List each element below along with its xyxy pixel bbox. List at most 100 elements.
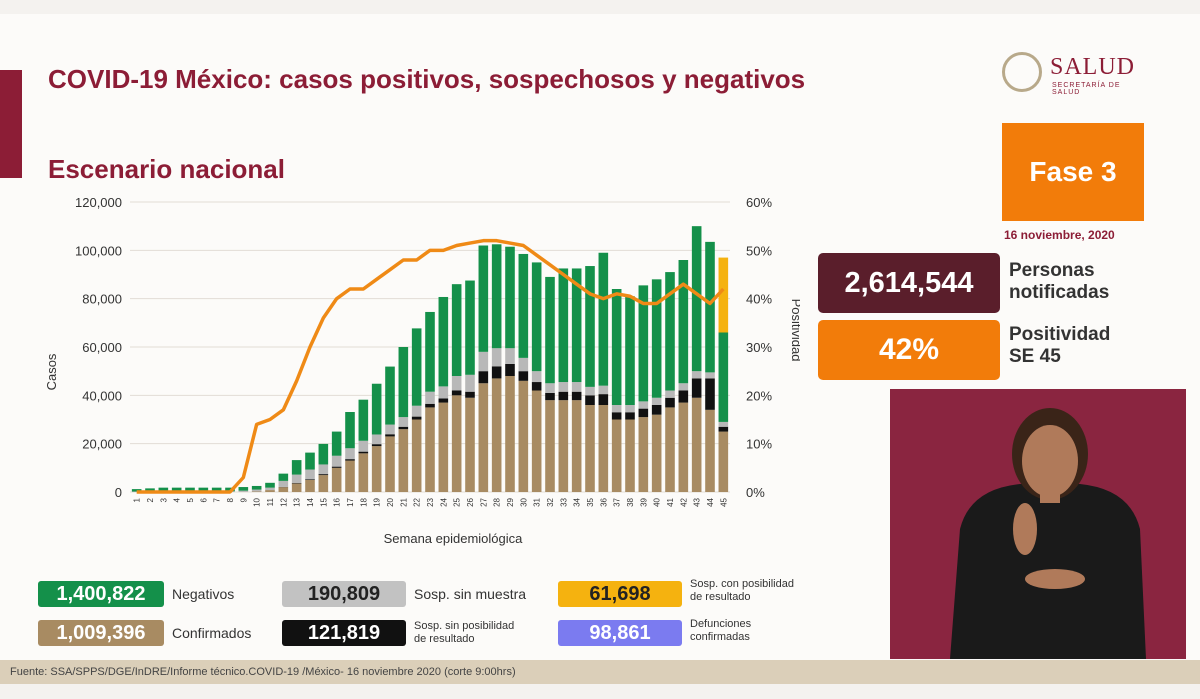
bar-segment — [358, 399, 369, 441]
x-tick-label: 43 — [693, 497, 702, 506]
bar-segment — [411, 419, 422, 492]
bar-segment — [518, 357, 529, 372]
bar-segment — [345, 412, 355, 449]
x-tick-label: 39 — [639, 497, 648, 506]
sosp-sin-pos-value: 121,819 — [282, 620, 406, 646]
report-date: 16 noviembre, 2020 — [1004, 228, 1115, 242]
bar-segment — [611, 412, 622, 420]
bar-segment — [398, 347, 409, 418]
bar-segment — [398, 417, 409, 427]
bar-segment — [558, 268, 569, 383]
bar-segment — [318, 464, 329, 475]
defunciones-label: Defunciones confirmadas — [690, 618, 751, 644]
bar-segment — [305, 452, 315, 470]
bar-segment — [465, 280, 475, 375]
positivity-line-group — [136, 238, 725, 494]
bar-segment — [265, 482, 275, 488]
x-tick-label: 42 — [679, 497, 688, 506]
bar-segment — [665, 272, 675, 391]
bar-segment — [398, 426, 409, 430]
bar-segment — [438, 402, 449, 492]
bar-segment — [585, 395, 595, 405]
bar-segment — [238, 487, 249, 491]
bar-segment — [598, 405, 609, 492]
bar-segment — [318, 474, 329, 476]
bar-segment — [651, 414, 662, 492]
negativos-label: Negativos — [172, 586, 235, 602]
bar-segment — [385, 436, 395, 492]
bar-segment — [611, 405, 622, 413]
y2-tick-label: 50% — [746, 243, 772, 258]
bar-segment — [571, 382, 582, 392]
bar-segment — [718, 426, 729, 432]
x-tick-label: 35 — [586, 497, 595, 506]
bar-segment — [451, 376, 462, 391]
bar-segment — [598, 385, 609, 395]
y-tick-label: 120,000 — [75, 195, 122, 210]
bar-segment — [385, 366, 395, 425]
bar-segment — [358, 451, 369, 454]
bar-segment — [251, 489, 262, 492]
bar-segment — [411, 405, 422, 417]
bar-segment — [331, 455, 342, 467]
bar-segment — [265, 490, 275, 492]
bar-segment — [305, 479, 315, 492]
x-tick-label: 19 — [373, 497, 382, 506]
bar-segment — [678, 402, 689, 492]
bar-segment — [478, 351, 489, 372]
bar-segment — [451, 284, 462, 376]
bar-segment — [465, 397, 475, 492]
sosp-sin-muestra-value: 190,809 — [282, 581, 406, 607]
bar-segment — [291, 474, 302, 484]
bar-segment — [705, 409, 715, 492]
x-tick-label: 15 — [319, 497, 328, 506]
bar-segment — [665, 407, 675, 492]
bar-segment — [145, 488, 155, 492]
bar-segment — [611, 289, 622, 405]
y2-tick-label: 40% — [746, 292, 772, 307]
bar-segment — [531, 390, 542, 492]
x-tick-label: 3 — [159, 497, 168, 502]
x-tick-label: 14 — [306, 497, 315, 506]
bar-segment — [625, 419, 635, 492]
bar-segment — [398, 429, 409, 492]
bar-segment — [345, 448, 355, 460]
sign-language-interpreter-video[interactable] — [890, 389, 1186, 659]
bar-segment — [345, 460, 355, 492]
bar-segment — [371, 434, 382, 445]
bar-segment — [505, 348, 515, 364]
x-tick-label: 33 — [559, 497, 568, 506]
bar-segment — [638, 417, 649, 492]
sosp-sin-pos-label-line1: Sosp. sin posibilidad — [414, 620, 515, 632]
y-tick-label: 60,000 — [82, 340, 122, 355]
bar-segment — [318, 443, 329, 465]
x-tick-label: 30 — [519, 497, 528, 506]
defunciones-label-line1: Defunciones — [690, 618, 752, 630]
x-tick-label: 40 — [653, 497, 662, 506]
notified-label-line2: notificadas — [1009, 282, 1110, 303]
x-tick-label: 18 — [359, 497, 368, 506]
x-tick-label: 23 — [426, 497, 435, 506]
confirmados-label: Confirmados — [172, 625, 252, 641]
bar-segment — [211, 487, 222, 492]
negativos-value: 1,400,822 — [38, 581, 164, 607]
bar-segment — [451, 395, 462, 492]
x-tick-label: 38 — [626, 497, 635, 506]
source-footer: Fuente: SSA/SPPS/DGE/InDRE/Informe técni… — [0, 660, 1200, 684]
bar-segment — [331, 467, 342, 492]
x-tick-label: 4 — [173, 497, 182, 502]
bar-segment — [505, 376, 515, 492]
positivity-value: 42% — [818, 320, 1000, 380]
x-tick-label: 29 — [506, 497, 515, 506]
bar-segment — [571, 400, 582, 492]
bar-segment — [425, 407, 435, 492]
sosp-sin-pos-label: Sosp. sin posibilidad de resultado — [414, 620, 514, 646]
bar-segment — [718, 257, 729, 333]
accent-bar — [0, 70, 22, 178]
y2-axis-ticks: 0% 10% 20% 30% 40% 50% 60% — [746, 195, 772, 500]
bar-segment — [651, 397, 662, 405]
x-tick-label: 6 — [199, 497, 208, 502]
bar-segment — [691, 397, 702, 492]
bar-segment — [545, 383, 555, 393]
x-tick-label: 21 — [399, 497, 408, 506]
